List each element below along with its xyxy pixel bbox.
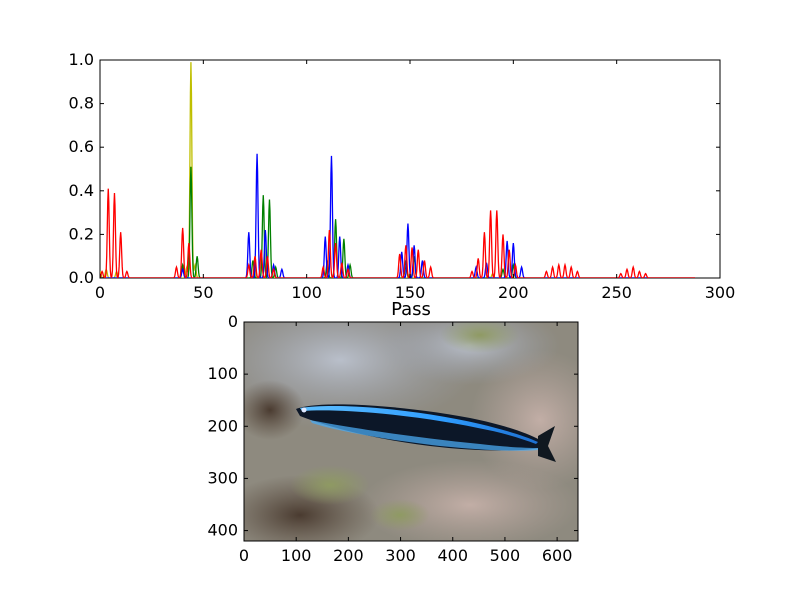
image-frame (243, 321, 579, 542)
image-subplot: Pass 0 100 200 300 400 500 600 0 100 200 300 400 (207, 299, 579, 565)
y-tick-label: 0.6 (69, 137, 94, 156)
y-axis-ticks: 0 100 200 300 400 (207, 312, 578, 540)
series-line-1 (100, 166, 696, 278)
reef-patch-dark (244, 380, 305, 440)
fish-tail (538, 426, 556, 462)
series-line-3 (100, 188, 696, 278)
x-tick-label: 500 (490, 546, 521, 565)
x-tick-label: 400 (437, 546, 468, 565)
fish-stripe-lower (310, 420, 540, 451)
reef-patch-green (290, 465, 370, 505)
x-tick-label: 100 (281, 546, 312, 565)
x-tick-label: 300 (385, 546, 416, 565)
x-tick-label: 200 (333, 546, 364, 565)
spectrum-line-chart: 0 50 100 150 200 250 300 0.0 0.2 0.4 0.6 0.8 1.0 (69, 50, 736, 302)
image-title: Pass (391, 299, 431, 320)
y-tick-label: 400 (207, 521, 238, 540)
x-tick-label: 100 (291, 283, 322, 302)
y-axis-ticks: 0.0 0.2 0.4 0.6 0.8 1.0 (69, 50, 720, 287)
fish-eye (301, 407, 307, 413)
y-tick-label: 0 (228, 312, 238, 331)
fish-photo (244, 322, 578, 541)
series-group (100, 62, 696, 278)
x-tick-label: 250 (601, 283, 632, 302)
y-tick-label: 0.8 (69, 94, 94, 113)
x-tick-label: 0 (239, 546, 249, 565)
reef-patch-green (370, 499, 430, 531)
y-tick-label: 0.2 (69, 224, 94, 243)
x-tick-label: 200 (498, 283, 529, 302)
reef-patch-green (440, 322, 520, 353)
x-tick-label: 300 (705, 283, 736, 302)
x-tick-label: 0 (95, 283, 105, 302)
x-axis-ticks: 0 50 100 150 200 250 300 (95, 60, 735, 302)
fish (296, 404, 556, 462)
y-tick-label: 0.0 (69, 268, 94, 287)
x-tick-label: 50 (193, 283, 213, 302)
y-tick-label: 0.4 (69, 181, 94, 200)
x-axis-ticks: 0 100 200 300 400 500 600 (239, 322, 572, 565)
x-tick-label: 150 (395, 283, 426, 302)
y-tick-label: 300 (207, 468, 238, 487)
y-tick-label: 200 (207, 416, 238, 435)
y-tick-label: 1.0 (69, 50, 94, 69)
x-tick-label: 600 (542, 546, 573, 565)
y-tick-label: 100 (207, 364, 238, 383)
fish-body (296, 404, 548, 451)
fish-stripe-upper (300, 405, 538, 444)
